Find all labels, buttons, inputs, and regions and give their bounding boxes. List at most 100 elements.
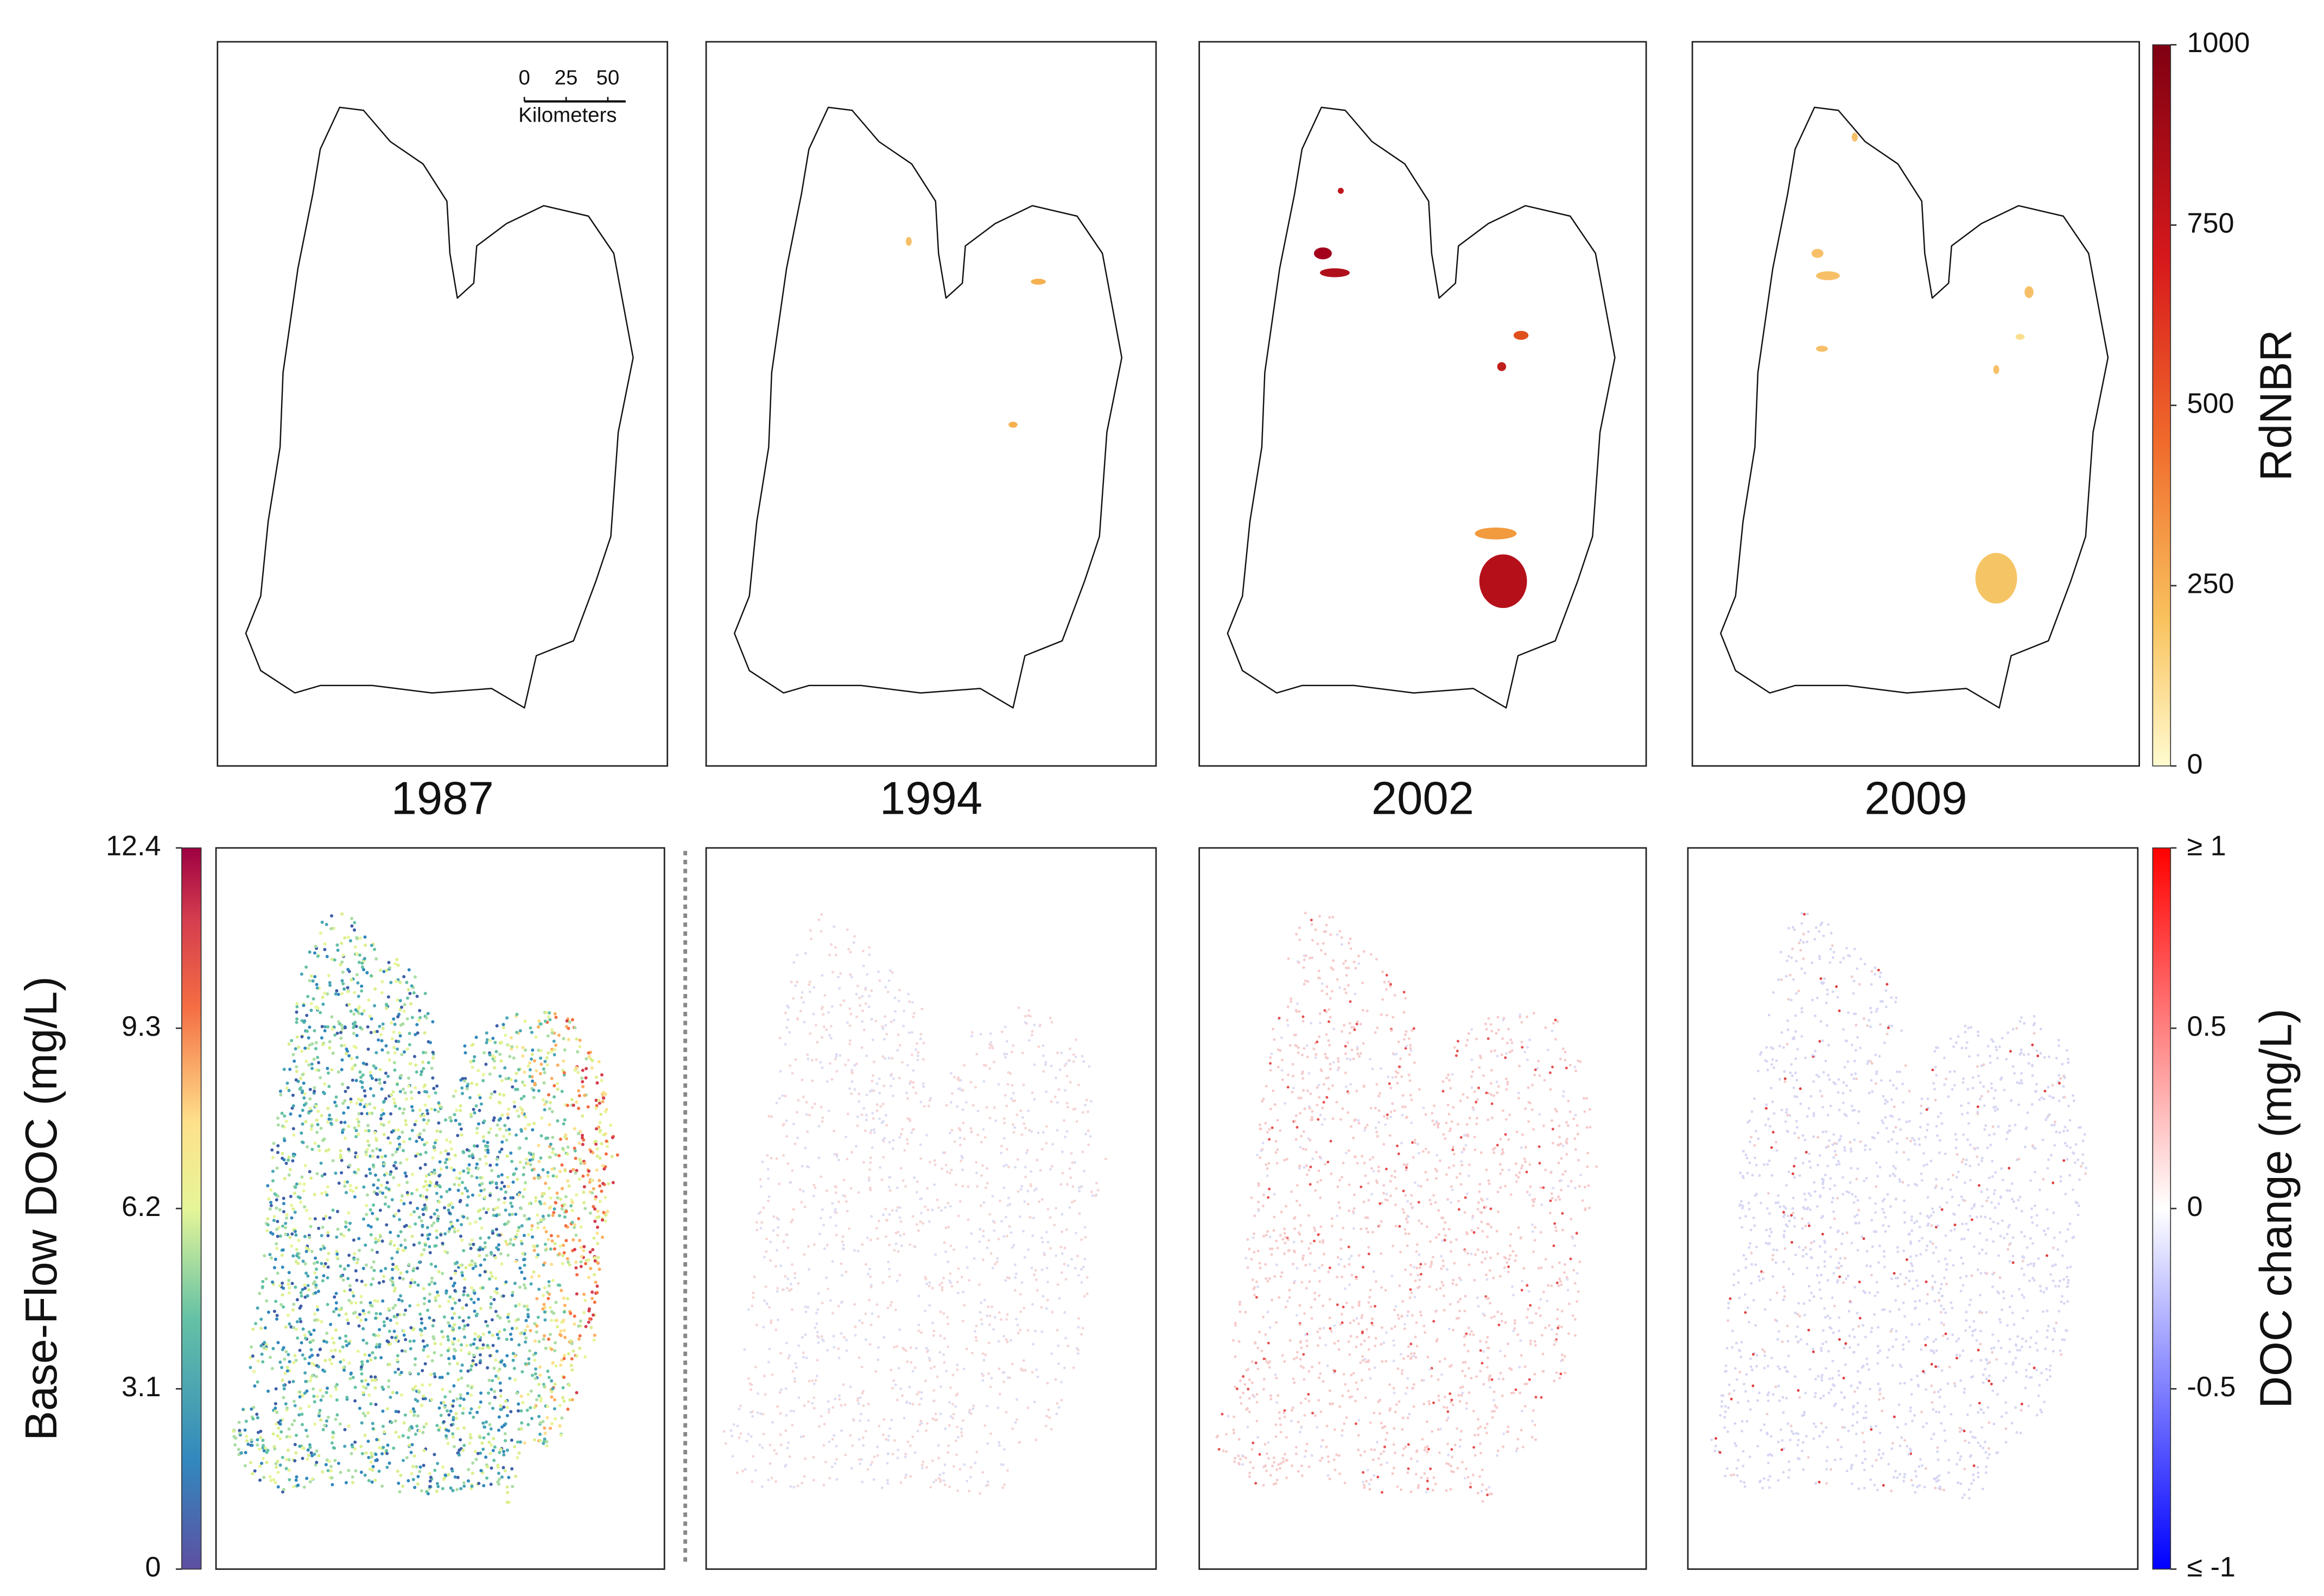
stream-dot xyxy=(981,1258,985,1262)
stream-dot xyxy=(363,1353,367,1357)
stream-dot xyxy=(1014,1276,1017,1280)
stream-dot xyxy=(500,1079,504,1082)
stream-dot xyxy=(307,1063,311,1067)
stream-dot xyxy=(523,1441,526,1445)
stream-dot xyxy=(1398,1284,1401,1287)
stream-dot xyxy=(485,1211,488,1214)
stream-dot xyxy=(290,1204,294,1207)
stream-dot xyxy=(570,1098,574,1101)
stream-dot xyxy=(894,1231,898,1234)
stream-dot xyxy=(926,1187,929,1190)
stream-dot xyxy=(1087,1129,1090,1132)
stream-dot xyxy=(970,1232,973,1235)
stream-dot xyxy=(458,1404,462,1408)
stream-dot xyxy=(262,1449,266,1453)
stream-dot xyxy=(478,1405,481,1409)
stream-dot xyxy=(945,1370,948,1373)
stream-dot xyxy=(912,1081,915,1084)
stream-dot xyxy=(334,1385,338,1389)
stream-dot xyxy=(301,1122,304,1126)
stream-dot xyxy=(962,1367,966,1371)
stream-dot xyxy=(550,1347,554,1351)
stream-dot xyxy=(308,1170,312,1174)
stream-dot xyxy=(350,1301,353,1304)
stream-dot xyxy=(1546,1299,1549,1302)
stream-dot xyxy=(299,1076,303,1080)
stream-dot xyxy=(522,1166,526,1169)
stream-dot xyxy=(997,1238,1000,1240)
stream-dot xyxy=(566,1407,570,1411)
stream-dot xyxy=(898,1206,901,1209)
stream-dot xyxy=(811,1079,814,1082)
stream-dot xyxy=(275,1314,279,1318)
stream-dot xyxy=(541,1420,545,1423)
stream-dot xyxy=(345,1344,349,1347)
stream-dot xyxy=(1013,1263,1017,1266)
stream-dot xyxy=(357,1120,360,1124)
stream-dot xyxy=(361,1073,365,1077)
stream-dot xyxy=(462,1169,466,1173)
stream-dot xyxy=(510,1212,514,1216)
stream-dot xyxy=(879,1166,882,1169)
stream-dot xyxy=(893,1249,896,1252)
stream-dot xyxy=(1316,1180,1319,1183)
stream-dot xyxy=(479,1469,483,1473)
stream-dot xyxy=(456,1188,460,1192)
colorbar-tick-label: ≥ 1 xyxy=(2187,831,2226,862)
stream-dot xyxy=(1005,1053,1008,1056)
stream-dot xyxy=(422,1118,426,1122)
stream-dot xyxy=(495,1186,499,1189)
stream-dot xyxy=(1340,1313,1343,1316)
stream-dot xyxy=(547,1093,550,1097)
stream-dot xyxy=(374,1192,378,1195)
watershed-outline xyxy=(733,106,1123,709)
stream-dot xyxy=(576,1050,580,1054)
stream-dot xyxy=(525,1408,529,1412)
stream-dot xyxy=(298,1445,302,1448)
stream-dot xyxy=(364,1243,367,1247)
stream-dot xyxy=(357,1124,360,1128)
stream-dot xyxy=(303,1092,307,1095)
stream-dot xyxy=(1000,1463,1003,1466)
stream-dot xyxy=(316,954,320,958)
stream-dot xyxy=(993,1229,996,1232)
stream-dot xyxy=(1055,1207,1058,1210)
stream-dot xyxy=(303,1391,307,1395)
stream-dot xyxy=(517,1226,521,1230)
stream-dot xyxy=(1524,1145,1527,1149)
stream-dot xyxy=(543,1286,547,1290)
stream-dot xyxy=(1040,1268,1044,1271)
stream-dot xyxy=(481,1073,485,1076)
stream-dot xyxy=(1056,1328,1059,1332)
stream-dot xyxy=(487,1378,491,1382)
stream-dot xyxy=(377,1334,380,1338)
stream-dot xyxy=(913,1245,916,1248)
stream-dot xyxy=(791,1218,794,1221)
stream-dot xyxy=(1060,1271,1063,1274)
stream-dot xyxy=(353,1385,357,1389)
stream-dot xyxy=(429,1475,433,1479)
stream-dot xyxy=(308,979,312,983)
stream-dot xyxy=(420,1404,424,1408)
stream-dot xyxy=(472,1144,476,1148)
stream-dot xyxy=(550,1167,554,1171)
stream-dot xyxy=(1080,1268,1083,1271)
stream-dot xyxy=(1057,1406,1061,1409)
stream-dot xyxy=(526,1162,530,1166)
stream-dot xyxy=(262,1346,266,1350)
stream-dot xyxy=(888,1189,892,1192)
stream-dot xyxy=(884,1024,887,1027)
stream-dot xyxy=(505,1338,509,1341)
stream-dot xyxy=(553,1407,556,1411)
stream-dot xyxy=(367,1168,372,1171)
stream-dot xyxy=(378,1078,382,1081)
stream-dot xyxy=(1054,1378,1057,1381)
stream-dot xyxy=(364,1451,368,1455)
stream-dot xyxy=(1060,1052,1063,1055)
stream-dot xyxy=(948,1279,951,1282)
stream-dot xyxy=(794,1361,797,1365)
stream-dot xyxy=(454,1349,458,1353)
stream-dot xyxy=(875,1303,879,1307)
stream-dot xyxy=(374,1051,378,1055)
stream-dot xyxy=(366,1224,370,1227)
